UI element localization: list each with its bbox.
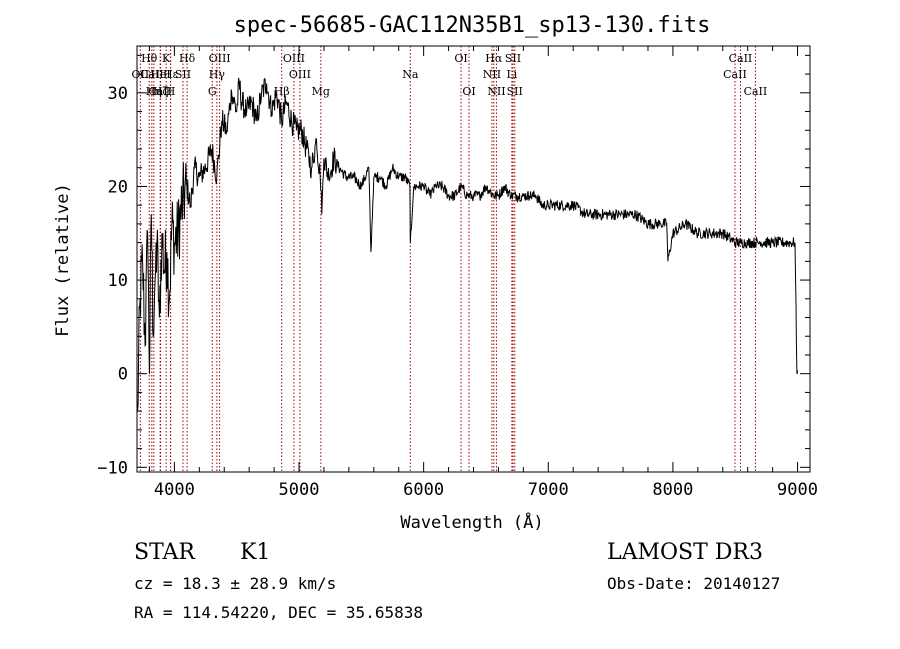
axis-ticks: 4000 5000 6000 7000 8000 9000 −10 0 10 20 30 — [97, 46, 818, 500]
y-tick-label: 10 — [108, 271, 128, 291]
line-marker-label: Hβ — [274, 85, 290, 98]
line-marker-label: Hα — [485, 52, 503, 65]
line-marker-label: SII — [505, 52, 521, 65]
observation-date: Obs-Date: 20140127 — [607, 574, 781, 593]
line-marker-label: OII — [132, 68, 150, 81]
line-marker-label: OI — [454, 52, 467, 65]
x-tick-label: 6000 — [403, 480, 444, 500]
object-class: STAR — [134, 540, 195, 565]
line-marker-label: Hη — [146, 85, 162, 98]
line-marker-label: SII — [507, 85, 523, 98]
x-tick-label: 5000 — [279, 480, 320, 500]
line-marker-label: Hθ — [141, 52, 158, 65]
y-tick-label: 0 — [118, 365, 128, 385]
line-marker-label: OI — [462, 85, 475, 98]
x-tick-label: 8000 — [652, 480, 693, 500]
line-marker-label: Na — [402, 68, 419, 81]
line-markers — [139, 46, 756, 472]
line-marker-label: K — [162, 52, 171, 65]
line-marker-label: Hγ — [209, 68, 226, 81]
line-marker-label: H — [166, 85, 176, 98]
line-marker-label: Hζ — [153, 85, 169, 98]
y-tick-label: −10 — [97, 458, 128, 478]
line-marker-label: NII — [487, 85, 505, 98]
object-subclass: K1 — [240, 540, 271, 565]
line-marker-label: G — [208, 85, 217, 98]
x-tick-label: 4000 — [154, 480, 195, 500]
x-axis-label: Wavelength (Å) — [400, 511, 543, 533]
flux-series — [137, 77, 798, 412]
line-marker-label: OIII — [289, 68, 311, 81]
x-tick-label: 9000 — [777, 480, 818, 500]
line-marker-label: OIII — [283, 52, 305, 65]
line-marker-label: Mg — [312, 85, 330, 98]
line-marker-label: OIII — [209, 52, 231, 65]
line-marker-label: Hε — [163, 68, 179, 81]
y-axis-label: Flux (relative) — [53, 183, 73, 337]
line-marker-label: CaII — [723, 68, 747, 81]
y-tick-label: 20 — [108, 177, 128, 197]
line-marker-label: CaII — [148, 85, 172, 98]
line-marker-label: SII — [175, 68, 191, 81]
line-marker-label: CaII — [140, 68, 164, 81]
line-marker-label: HeI — [150, 68, 170, 81]
line-marker-label: CaII — [744, 85, 768, 98]
line-marker-label: Hδ — [179, 52, 196, 65]
survey-name: LAMOST DR3 — [607, 540, 763, 565]
x-tick-label: 7000 — [528, 480, 569, 500]
redshift-velocity: cz = 18.3 ± 28.9 km/s — [134, 574, 337, 593]
chart-title: spec-56685-GAC112N35B1_sp13-130.fits — [234, 13, 711, 38]
sky-coordinates: RA = 114.54220, DEC = 35.65838 — [134, 603, 423, 622]
y-tick-label: 30 — [108, 84, 128, 104]
plot-frame — [136, 45, 811, 473]
line-marker-label: NII — [483, 68, 501, 81]
line-marker-label: Li — [506, 68, 517, 81]
flux-line — [137, 77, 798, 412]
line-marker-label: CaII — [729, 52, 753, 65]
